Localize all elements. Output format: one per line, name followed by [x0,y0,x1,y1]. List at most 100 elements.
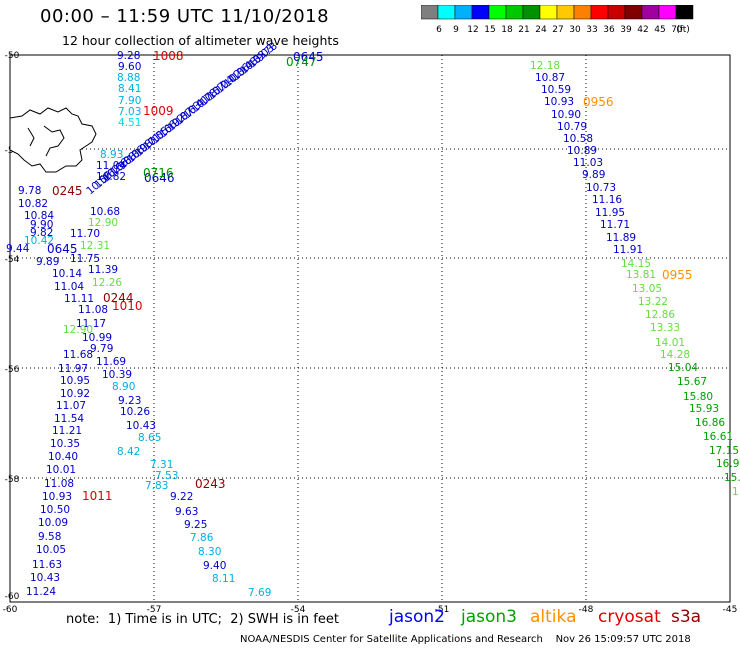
track-c-swh-value: 10.71 [133,131,164,160]
track-c-swh-value: 10.78 [189,86,220,115]
track-c-time-label: 0645 [293,50,324,64]
track-a-swh-value: 9.22 [170,491,193,503]
track-c-swh-value: 10.36 [222,61,253,90]
track-a-swh-value: 9.23 [118,395,141,407]
track-c-swh-value: 10.66 [100,156,131,185]
track-d-swh-value: 15.93 [689,403,719,415]
track-a-time-label: 1011 [82,489,113,503]
track-c-time-label: 0747 [286,55,317,69]
satellite-legend-cryosat: cryosat [598,607,661,627]
latitude-label: -52 [5,146,20,156]
track-a-swh-value: 11.08 [78,304,108,316]
scale-label-15: 15 [484,25,495,35]
track-a-swh-value: 10.99 [82,332,112,344]
track-a-swh-value: 11.70 [70,228,100,240]
track-b-swh-value: 11.54 [54,413,84,425]
track-a-swh-value: 10.26 [120,406,150,418]
track-d-swh-value: 10.73 [586,182,616,194]
satellite-legend-altika: altika [530,607,577,627]
track-c-time-label: 0716 [143,166,174,180]
track-a-swh-value: 7.86 [190,532,214,544]
track-b-time-label: 0244 [103,291,134,305]
track-a-swh-value: 10.39 [102,369,132,381]
altimeter-tracks: 9.289.608.888.417.907.034.518.9311.0410.… [6,40,740,599]
track-d-swh-value: 1 [732,486,739,498]
track-d-swh-value: 15.04 [668,362,698,374]
track-d-swh-value: 10.58 [563,133,593,145]
scale-swatch-9 [454,5,473,20]
track-a-swh-value: 11.39 [88,264,118,276]
track-a-swh-value: 4.51 [118,117,141,129]
track-b-swh-value: 10.05 [36,544,66,556]
track-b-swh-value: 10.50 [40,504,70,516]
track-b-swh-value: 10.82 [18,198,48,210]
track-a-swh-value: 12.26 [92,277,122,289]
track-b-swh-value: 11.97 [58,363,88,375]
track-d-swh-value: 16.9 [716,458,739,470]
track-c-swh-value: 10.63 [173,99,204,128]
track-d-swh-value: 15.80 [683,391,713,403]
track-a-swh-value: 9.63 [175,506,198,518]
track-d-swh-value: 13.05 [632,283,662,295]
satellite-legend-s3a: s3a [671,607,702,627]
map-frame [9,54,731,603]
track-d-swh-value: 13.81 [626,269,656,281]
island-east-coast-detail [27,125,65,157]
track-d-swh-value: 10.93 [544,96,574,108]
track-c-swh-value: 10.55 [141,124,172,153]
track-a-time-label: 1008 [153,49,184,63]
track-c-swh-value: 10.92 [157,112,188,141]
track-d-swh-value: 11.91 [613,244,643,256]
track-d-swh-value: 11.71 [600,219,630,231]
scale-swatch-30 [573,5,592,20]
track-a-swh-value: 7.03 [118,106,141,118]
track-c-swh-value: 10.66 [149,118,180,147]
track-b-swh-value: 10.14 [52,268,82,280]
satellite-legend-jason3: jason3 [461,607,517,627]
track-b-swh-value: 9.58 [38,531,61,543]
track-a-swh-value: 8.11 [212,573,235,585]
track-d-swh-value: 14.15 [621,258,651,270]
latitude-label: -58 [5,475,20,485]
track-a-swh-value: 8.90 [112,381,135,393]
track-a-swh-value: 8.41 [118,83,141,95]
track-b-swh-value: 10.40 [48,451,78,463]
track-a-swh-value: 9.28 [117,50,140,62]
scale-label-12: 12 [467,25,478,35]
track-d-swh-value: 9.89 [582,169,605,181]
track-a-swh-value: 11.04 [96,160,126,172]
track-a-swh-value: 9.25 [184,519,207,531]
scale-label-6: 6 [436,25,442,35]
track-c-swh-value: 10.12 [214,67,245,96]
track-c-swh-value: 10.62 [92,162,123,191]
scale-label-9: 9 [453,25,459,35]
track-d-swh-value: 11.16 [592,194,622,206]
track-b-swh-value: 11.11 [64,293,94,305]
track-d-swh-value: 10.87 [535,72,565,84]
lat-lon-grid [10,55,730,602]
track-a-swh-value: 11.75 [70,253,100,265]
scale-swatch-21 [522,5,541,20]
track-a-swh-value: 9.79 [90,343,113,355]
track-b-swh-value: 9.90 [30,219,53,231]
credit-line: NOAA/NESDIS Center for Satellite Applica… [240,634,691,645]
track-b-swh-value: 10.92 [60,388,90,400]
scale-label-36: 36 [603,25,615,35]
track-b-swh-value: 10.35 [50,438,80,450]
map-title: 00:00 – 11:59 UTC 11/10/2018 [40,6,330,27]
scale-label-39: 39 [620,25,632,35]
track-b-swh-value: 10.01 [46,464,76,476]
track-d-swh-value: 13.33 [650,322,680,334]
scale-label-30: 30 [569,25,581,35]
track-c-swh-value: 10.87 [165,105,196,134]
track-c-swh-value: 10.24 [206,74,237,103]
track-c-swh-value: 10.33 [238,48,269,77]
longitude-label: -48 [579,605,594,615]
track-a-time-label: 1010 [112,299,143,313]
latitude-label: -50 [5,51,20,61]
track-c-swh-value: 10.41 [181,93,212,122]
track-a-swh-value: 8.65 [138,432,161,444]
track-a-swh-value: 7.90 [118,95,141,107]
track-a-swh-value: 10.68 [90,206,120,218]
track-d-swh-value: 11.89 [606,232,636,244]
